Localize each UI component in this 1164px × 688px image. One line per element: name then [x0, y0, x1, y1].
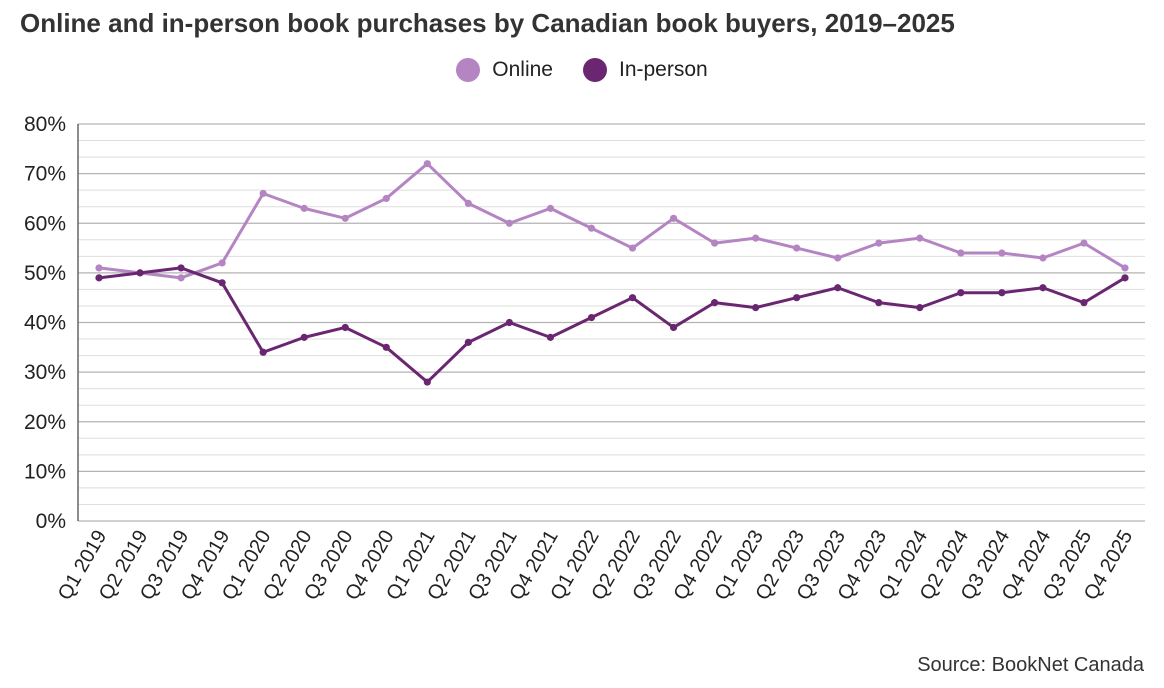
data-point-online [1121, 264, 1129, 272]
y-tick-label: 60% [24, 212, 66, 235]
data-point-in-person [1080, 299, 1088, 307]
legend-item-in-person: In-person [582, 58, 708, 82]
data-point-in-person [711, 299, 719, 307]
data-point-in-person [546, 333, 555, 341]
data-point-in-person [341, 323, 349, 332]
data-point-online [998, 249, 1006, 257]
data-point-in-person [218, 279, 226, 287]
data-point-online [834, 254, 842, 262]
y-tick-label: 80% [24, 113, 66, 136]
data-point-in-person [628, 294, 637, 302]
data-point-online [341, 214, 349, 222]
data-point-online [95, 264, 103, 272]
data-point-online [587, 224, 596, 232]
chart-title: Online and in-person book purchases by C… [20, 8, 955, 38]
legend-item-online: Online [456, 58, 553, 82]
data-point-in-person [916, 304, 924, 312]
legend-swatch-in-person [582, 58, 607, 82]
legend: Online In-person [0, 58, 1164, 82]
y-tick-label: 20% [24, 411, 66, 434]
data-point-in-person [587, 313, 596, 322]
data-point-online [711, 239, 719, 247]
y-tick-label: 40% [24, 312, 66, 335]
data-point-online [218, 259, 226, 267]
data-point-in-person [998, 289, 1006, 297]
data-point-online [628, 244, 637, 252]
y-tick-label: 70% [24, 163, 66, 186]
data-point-online [669, 214, 678, 222]
data-point-online [382, 194, 390, 203]
data-point-in-person [136, 269, 144, 277]
data-point-in-person [669, 323, 678, 332]
data-point-online [752, 234, 760, 242]
data-point-online [300, 204, 308, 212]
data-point-in-person [259, 348, 267, 356]
data-point-in-person [875, 299, 883, 307]
data-point-in-person [95, 274, 103, 282]
data-point-in-person [464, 338, 472, 346]
data-point-in-person [793, 294, 801, 302]
data-point-online [177, 274, 185, 282]
data-point-in-person [834, 284, 842, 292]
data-point-in-person [382, 343, 390, 351]
data-point-in-person [1121, 274, 1129, 282]
series-line-online [98, 162, 1126, 280]
data-point-online [259, 189, 267, 198]
data-point-in-person [505, 318, 513, 327]
legend-swatch-online [456, 58, 481, 82]
source-note: Source: BookNet Canada [917, 654, 1144, 676]
data-point-online [1039, 254, 1047, 262]
series-line-in-person [98, 266, 1126, 384]
y-tick-label: 30% [24, 361, 66, 384]
y-tick-label: 0% [36, 510, 66, 533]
data-point-in-person [300, 333, 308, 341]
data-point-online [875, 239, 883, 247]
y-tick-label: 50% [24, 262, 66, 285]
data-point-in-person [957, 289, 965, 297]
data-point-online [423, 160, 431, 168]
data-point-online [957, 249, 965, 257]
legend-label-online: Online [492, 58, 553, 81]
data-point-online [916, 234, 924, 242]
data-point-online [546, 204, 555, 212]
legend-label-in-person: In-person [618, 58, 708, 81]
data-point-in-person [423, 378, 431, 386]
data-point-online [464, 199, 472, 207]
data-point-online [1080, 239, 1088, 247]
data-point-online [793, 244, 801, 252]
data-point-in-person [177, 264, 185, 272]
data-point-in-person [752, 304, 760, 312]
data-point-online [505, 219, 513, 227]
y-tick-label: 10% [24, 460, 66, 483]
data-point-in-person [1039, 284, 1047, 292]
